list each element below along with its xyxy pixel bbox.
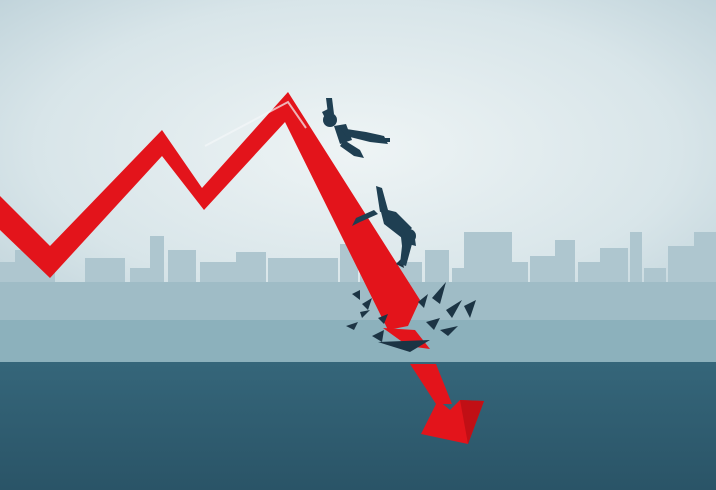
arrow-underground (410, 364, 484, 444)
falling-person-icon (352, 186, 416, 266)
ground-band (0, 320, 716, 364)
falling-person-icon (322, 98, 390, 158)
ground-crack-icon (346, 258, 476, 352)
water-area (0, 362, 716, 490)
